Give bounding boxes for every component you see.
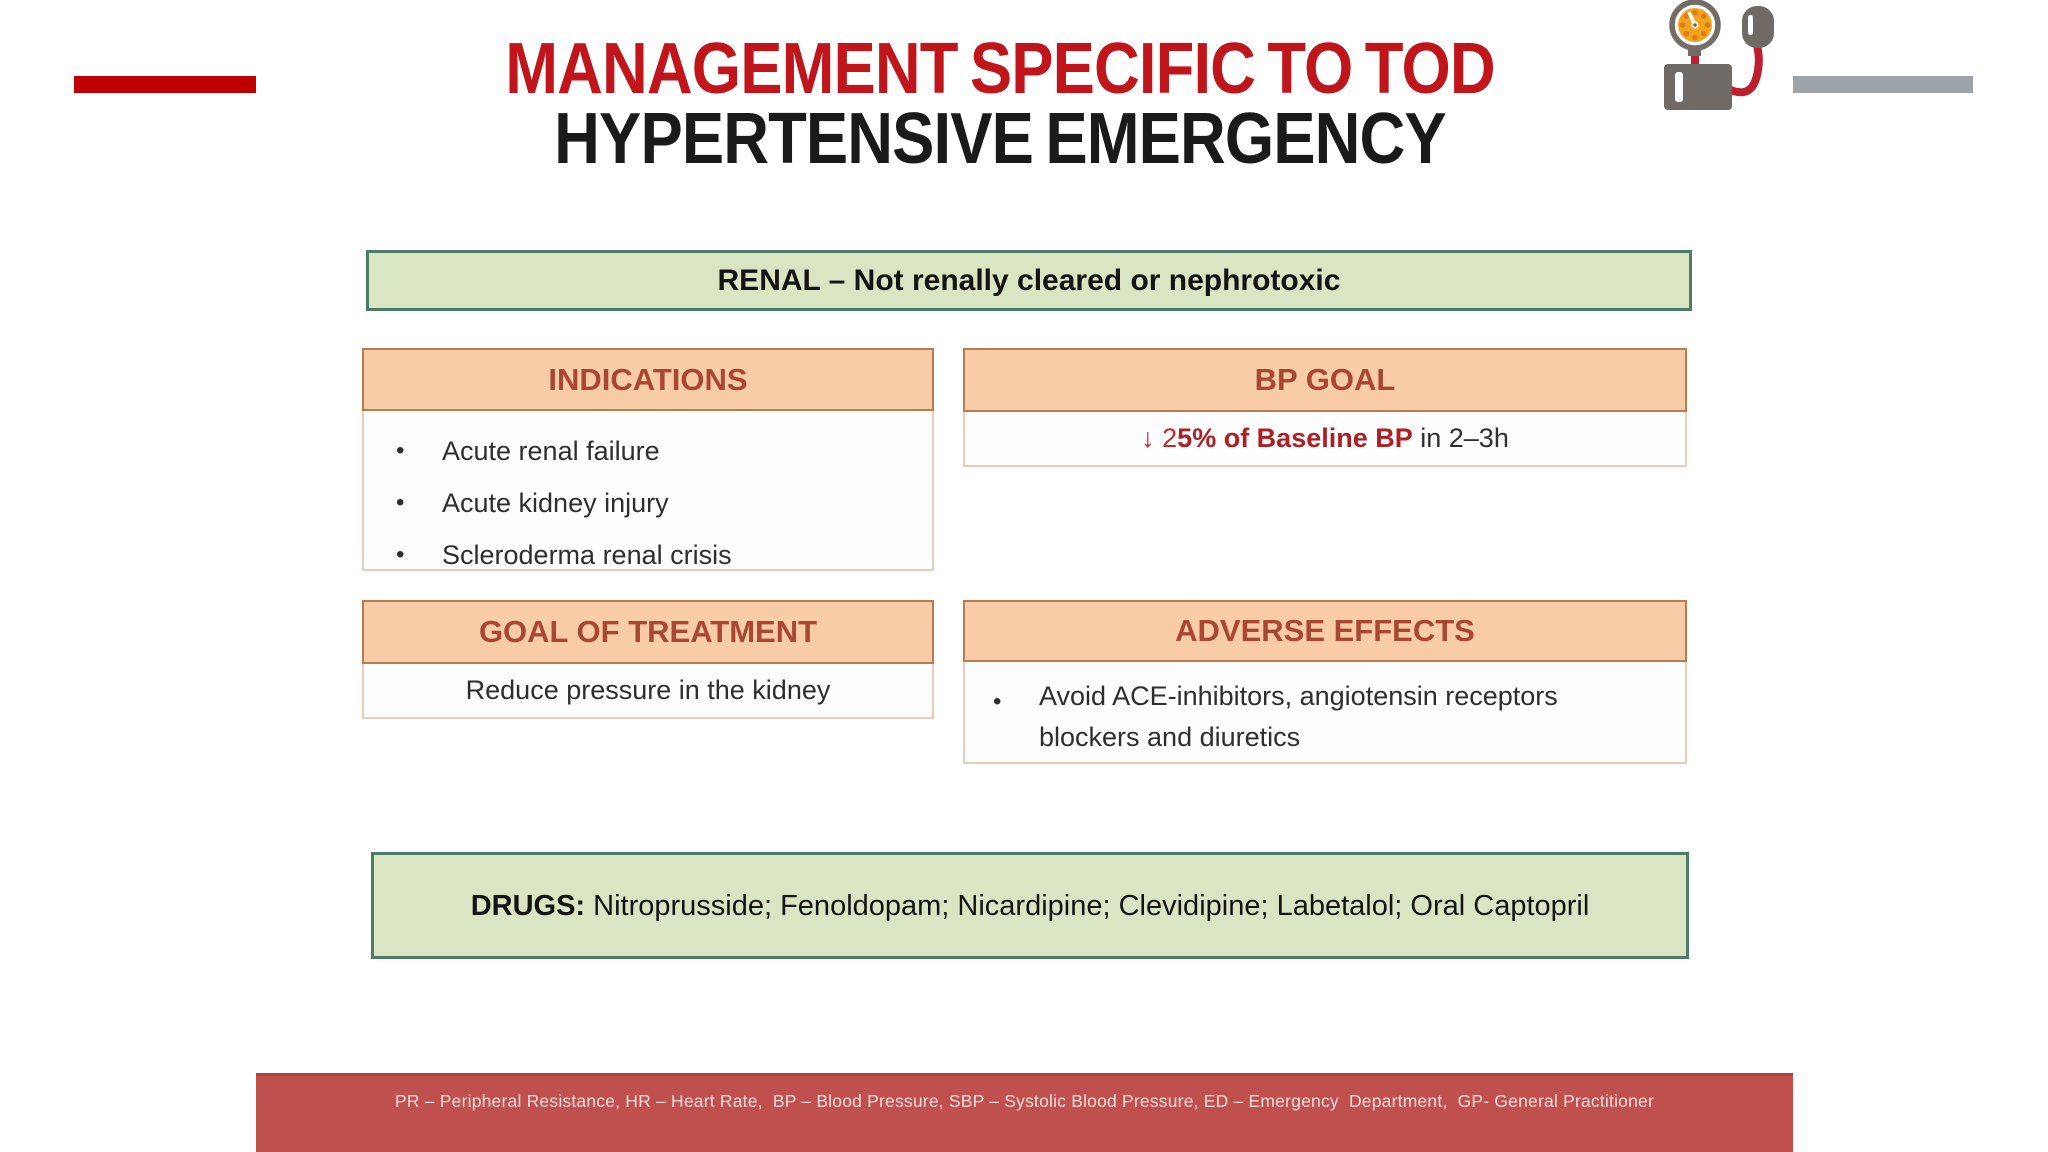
goal-of-treatment-header: GOAL OF TREATMENT xyxy=(362,600,934,664)
drugs-list: Nitroprusside; Fenoldopam; Nicardipine; … xyxy=(585,889,1590,922)
indications-body: • Acute renal failure • Acute kidney inj… xyxy=(362,411,934,571)
gray-divider-bar xyxy=(1793,76,1973,93)
abbreviations-footer: PR – Peripheral Resistance, HR – Heart R… xyxy=(256,1073,1793,1152)
adverse-effects-body: • Avoid ACE-inhibitors, angiotensin rece… xyxy=(963,662,1687,764)
drugs-label: DRUGS: xyxy=(470,889,586,922)
title-block: MANAGEMENT SPECIFIC TO TOD HYPERTENSIVE … xyxy=(420,29,1580,179)
drugs-banner: DRUGS: Nitroprusside; Fenoldopam; Nicard… xyxy=(371,852,1689,959)
drugs-banner-text: DRUGS: Nitroprusside; Fenoldopam; Nicard… xyxy=(471,884,1590,928)
list-item-text: Acute kidney injury xyxy=(442,488,669,518)
indications-header: INDICATIONS xyxy=(362,348,934,411)
bp-goal-box: BP GOAL ↓ 25% of Baseline BP in 2–3h xyxy=(963,348,1687,467)
list-item: • Acute kidney injury xyxy=(396,477,922,529)
list-item-text: Avoid ACE-inhibitors, angiotensin recept… xyxy=(1039,681,1558,752)
adverse-effects-box: ADVERSE EFFECTS • Avoid ACE-inhibitors, … xyxy=(963,600,1687,764)
indications-box: INDICATIONS • Acute renal failure • Acut… xyxy=(362,348,934,571)
slide-subtitle: HYPERTENSIVE EMERGENCY xyxy=(554,99,1446,179)
bullet-icon: • xyxy=(396,541,405,568)
list-item: • Scleroderma renal crisis xyxy=(396,529,922,581)
bullet-icon: • xyxy=(396,437,405,464)
adverse-effects-header: ADVERSE EFFECTS xyxy=(963,600,1687,662)
renal-banner-text: RENAL – Not renally cleared or nephrotox… xyxy=(717,263,1341,297)
list-item: • Avoid ACE-inhibitors, angiotensin rece… xyxy=(993,676,1675,758)
bp-goal-timeframe: in 2–3h xyxy=(1412,423,1509,453)
bullet-icon: • xyxy=(993,688,1002,715)
down-arrow-icon: ↓ 2 xyxy=(1141,423,1178,453)
bullet-icon: • xyxy=(396,489,405,516)
list-item-text: Scleroderma renal crisis xyxy=(442,540,732,570)
blood-pressure-monitor-icon xyxy=(1664,0,1973,110)
goal-of-treatment-box: GOAL OF TREATMENT Reduce pressure in the… xyxy=(362,600,934,719)
slide-title: MANAGEMENT SPECIFIC TO TOD xyxy=(505,29,1495,109)
bp-goal-header: BP GOAL xyxy=(963,348,1687,412)
renal-banner: RENAL – Not renally cleared or nephrotox… xyxy=(366,250,1692,311)
list-item-text: Acute renal failure xyxy=(442,436,660,466)
list-item: • Acute renal failure xyxy=(396,425,922,477)
goal-of-treatment-body: Reduce pressure in the kidney xyxy=(362,664,934,719)
bp-goal-body: ↓ 25% of Baseline BP in 2–3h xyxy=(963,412,1687,467)
goal-of-treatment-text: Reduce pressure in the kidney xyxy=(465,675,831,705)
bp-goal-highlight: 5% of Baseline BP xyxy=(1177,423,1413,453)
top-left-accent-bar xyxy=(74,76,256,93)
